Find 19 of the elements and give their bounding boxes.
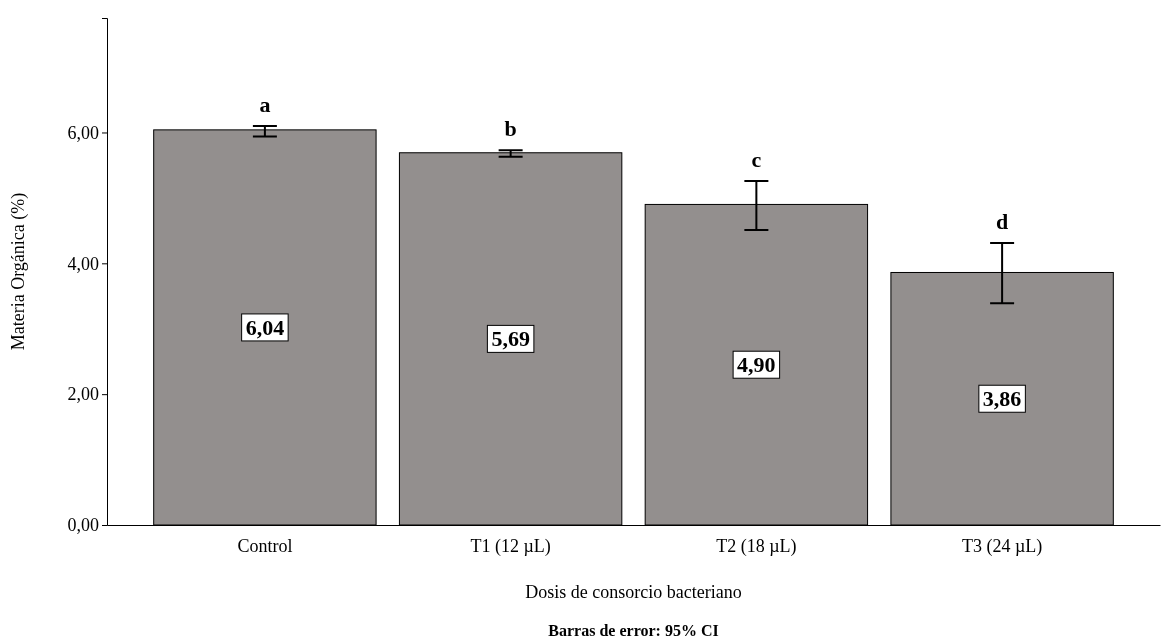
- x-tick-label: T2 (18 µL): [716, 535, 797, 557]
- annotation: b: [504, 116, 517, 142]
- y-tick-label: 2,00: [67, 384, 99, 405]
- annotation: c: [751, 146, 762, 172]
- annotation: a: [259, 91, 271, 117]
- x-axis-title: Dosis de consorcio bacteriano: [525, 582, 742, 602]
- x-tick-label: T1 (12 µL): [470, 535, 551, 557]
- x-tick-label: Control: [237, 535, 293, 556]
- x-tick-label: T3 (24 µL): [961, 535, 1043, 557]
- y-tick-label: 4,00: [67, 253, 99, 274]
- y-axis-title: Materia Orgánica (%): [8, 192, 29, 351]
- y-tick-label: 0,00: [67, 515, 99, 536]
- data-label: 5,69: [491, 326, 530, 352]
- y-tick-label: 6,00: [67, 122, 99, 143]
- data-label: 3,86: [982, 386, 1022, 412]
- data-label: 4,90: [737, 352, 776, 378]
- text: Barras de error: 95% CI: [548, 622, 719, 639]
- annotation: d: [995, 209, 1009, 235]
- data-label: 6,04: [245, 314, 285, 340]
